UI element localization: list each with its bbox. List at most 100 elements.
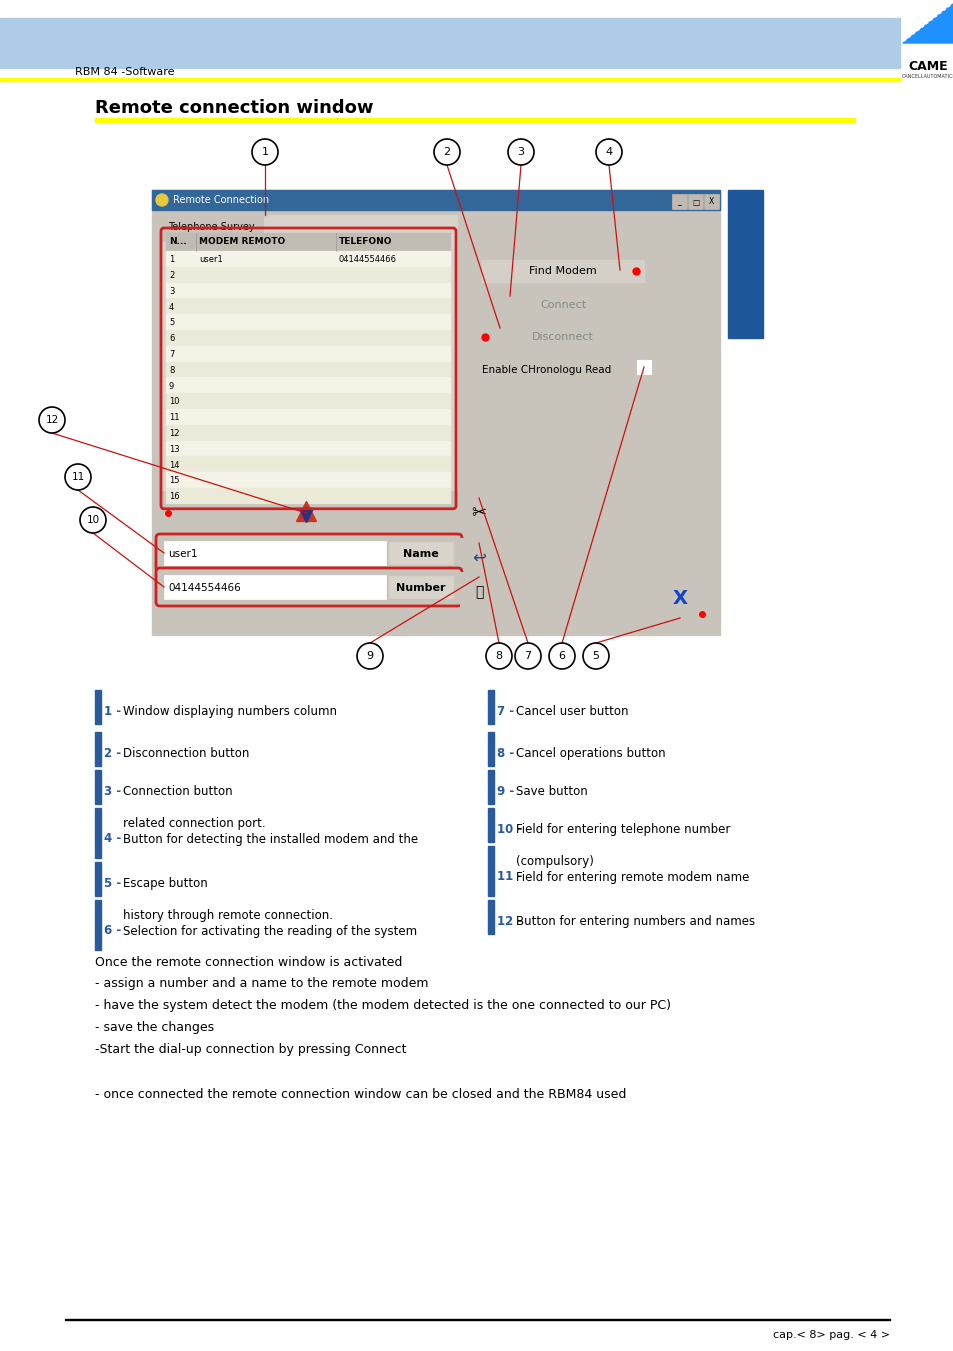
Bar <box>166 424 451 440</box>
Text: 15: 15 <box>169 477 179 485</box>
Text: 3: 3 <box>517 147 524 157</box>
Text: Telephone Survey: Telephone Survey <box>168 222 254 232</box>
Bar <box>166 315 451 330</box>
Text: 11: 11 <box>169 413 179 423</box>
Circle shape <box>65 463 91 490</box>
Text: CAME: CAME <box>907 59 947 73</box>
Circle shape <box>515 643 540 669</box>
Bar <box>649 580 709 617</box>
Text: 9: 9 <box>366 651 374 661</box>
Text: Disconnection button: Disconnection button <box>123 747 249 759</box>
Text: 13: 13 <box>169 444 179 454</box>
Circle shape <box>80 507 106 534</box>
Text: 2: 2 <box>169 272 174 280</box>
Text: Number: Number <box>395 584 445 593</box>
Text: Field for entering remote modem name: Field for entering remote modem name <box>516 870 749 884</box>
Text: 11 -: 11 - <box>497 870 521 884</box>
Text: - save the changes: - save the changes <box>95 1021 213 1035</box>
Text: Connect: Connect <box>539 300 585 309</box>
Bar <box>166 473 451 488</box>
Bar <box>95 900 101 950</box>
Text: - once connected the remote connection window can be closed and the RBM84 used: - once connected the remote connection w… <box>95 1088 626 1101</box>
Text: □: □ <box>691 197 699 207</box>
Bar <box>389 576 453 598</box>
Text: related connection port.: related connection port. <box>123 816 265 830</box>
Text: Name: Name <box>403 549 438 559</box>
Text: Enable CHronologu Read: Enable CHronologu Read <box>481 365 611 376</box>
Bar <box>95 732 101 766</box>
Circle shape <box>434 139 459 165</box>
Bar <box>166 488 451 504</box>
Text: 3: 3 <box>169 286 174 296</box>
Text: 2 -: 2 - <box>104 747 121 759</box>
Bar <box>166 457 451 473</box>
Circle shape <box>582 643 608 669</box>
Text: 10 -: 10 - <box>497 823 521 835</box>
Bar <box>637 359 650 374</box>
Bar <box>95 862 101 896</box>
Bar <box>488 900 494 934</box>
Text: 4: 4 <box>605 147 612 157</box>
Bar <box>166 282 451 299</box>
Bar <box>488 690 494 724</box>
Text: X: X <box>708 197 714 207</box>
Circle shape <box>548 643 575 669</box>
Text: Find Modem: Find Modem <box>529 266 597 276</box>
Text: 12: 12 <box>46 415 58 426</box>
Text: 5 -: 5 - <box>104 877 121 889</box>
Text: 7: 7 <box>169 350 174 359</box>
Text: 5: 5 <box>169 319 174 327</box>
Text: N...: N... <box>169 238 187 246</box>
Bar <box>166 377 451 393</box>
Text: 3 -: 3 - <box>104 785 121 797</box>
Bar <box>493 326 633 349</box>
Bar <box>389 542 453 563</box>
Text: 10: 10 <box>87 515 99 526</box>
Bar <box>703 195 719 209</box>
FancyBboxPatch shape <box>156 567 461 607</box>
Bar <box>166 299 451 315</box>
Text: X: X <box>672 589 687 608</box>
Bar <box>95 690 101 724</box>
Text: 9: 9 <box>169 381 174 390</box>
Text: -Start the dial-up connection by pressing Connect: -Start the dial-up connection by pressin… <box>95 1043 406 1056</box>
Text: Cancel user button: Cancel user button <box>516 705 628 717</box>
Text: 4: 4 <box>169 303 174 312</box>
Bar <box>0 78 899 81</box>
Text: Window displaying numbers column: Window displaying numbers column <box>123 705 336 717</box>
Text: 6: 6 <box>558 651 565 661</box>
Text: CANCELLAUTOMATICI: CANCELLAUTOMATICI <box>901 73 953 78</box>
Text: ↩: ↩ <box>472 549 485 567</box>
Text: ✂: ✂ <box>471 504 486 521</box>
Bar <box>687 195 702 209</box>
Text: 16: 16 <box>169 492 179 501</box>
Text: Escape button: Escape button <box>123 877 208 889</box>
Text: 04144554466: 04144554466 <box>338 255 396 265</box>
Text: Remote Connection: Remote Connection <box>172 195 269 205</box>
Circle shape <box>356 643 382 669</box>
Text: history through remote connection.: history through remote connection. <box>123 908 333 921</box>
Text: Button for entering numbers and names: Button for entering numbers and names <box>516 915 755 928</box>
Text: 4 -: 4 - <box>104 832 121 846</box>
Bar <box>488 770 494 804</box>
Text: (compulsory): (compulsory) <box>516 854 594 867</box>
Circle shape <box>39 407 65 434</box>
Polygon shape <box>902 4 952 43</box>
Bar <box>166 232 451 251</box>
Bar <box>95 808 101 858</box>
Bar <box>0 18 899 68</box>
Bar <box>671 195 686 209</box>
Text: - have the system detect the modem (the modem detected is the one connected to o: - have the system detect the modem (the … <box>95 1000 670 1012</box>
Text: MODEM REMOTO: MODEM REMOTO <box>199 238 285 246</box>
Bar <box>160 215 456 490</box>
Bar <box>166 251 451 266</box>
Text: Cancel operations button: Cancel operations button <box>516 747 665 759</box>
Bar <box>901 1 953 80</box>
Bar <box>164 576 386 598</box>
Circle shape <box>156 195 168 205</box>
Text: 2: 2 <box>443 147 450 157</box>
Bar <box>152 190 720 635</box>
Text: TELEFONO: TELEFONO <box>338 238 392 246</box>
Text: user1: user1 <box>199 255 222 265</box>
Text: 6 -: 6 - <box>104 924 121 938</box>
